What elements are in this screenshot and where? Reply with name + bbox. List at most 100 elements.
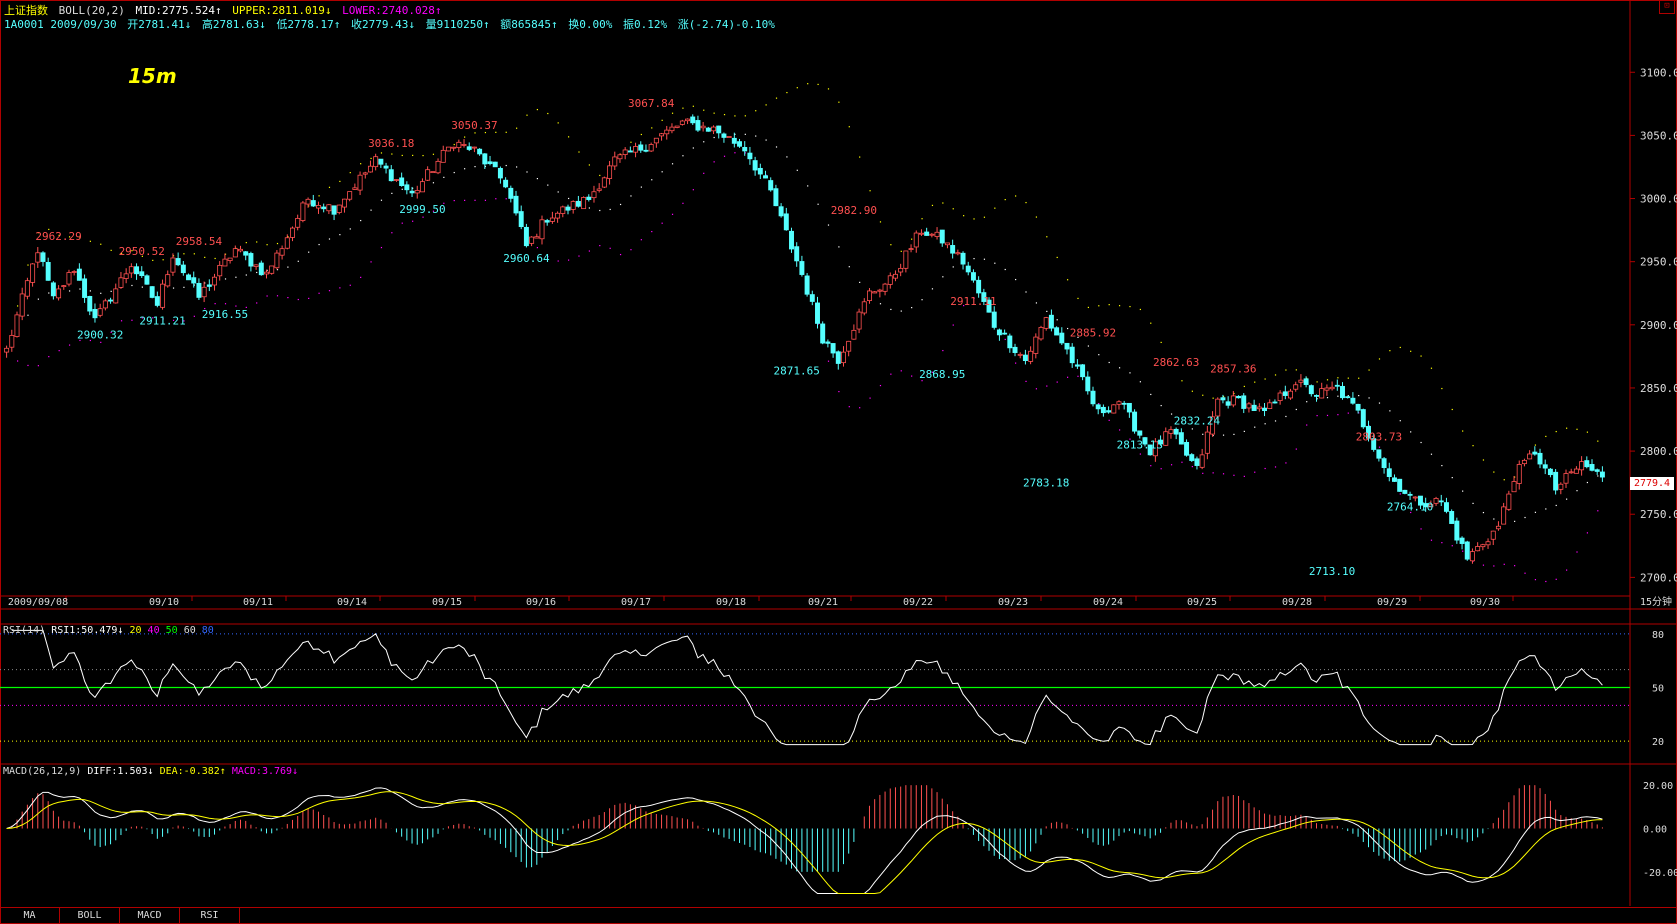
price-tick-label: 2900.0 — [1640, 319, 1677, 332]
boll-mid-band-dot — [536, 178, 539, 180]
boll-lower-band-dot — [245, 306, 247, 309]
candle — [170, 257, 176, 273]
boll-upper-band-dot — [838, 101, 840, 103]
boll-lower-band-dot — [1274, 466, 1277, 468]
boll-lower-band-dot — [547, 256, 549, 258]
date-label: 09/21 — [808, 597, 838, 608]
boll-mid-band-dot — [1160, 404, 1162, 407]
candle — [903, 250, 909, 269]
macd-name: MACD(26,12,9) — [3, 766, 82, 777]
boll-upper-band-dot — [1004, 199, 1006, 201]
candle — [310, 200, 316, 207]
candle — [1173, 428, 1179, 435]
candle — [726, 136, 732, 138]
boll-mid-band-dot — [755, 135, 757, 137]
indicator-tabs: MA BOLL MACD RSI — [0, 907, 1677, 924]
boll-mid-band-dot — [973, 258, 975, 260]
boll-upper-band-dot — [495, 131, 497, 133]
price-extreme-label: 2764.10 — [1387, 500, 1433, 513]
candle — [1116, 401, 1122, 405]
boll-upper-band-dot — [1254, 381, 1256, 383]
boll-upper-band-dot — [1243, 385, 1245, 388]
candle — [534, 236, 540, 239]
candle — [955, 252, 961, 255]
candle — [794, 246, 800, 262]
candle — [1589, 464, 1595, 471]
candle — [1241, 395, 1247, 409]
boll-upper-band-dot — [162, 259, 164, 261]
candle — [555, 212, 561, 219]
candle — [970, 272, 976, 281]
candle — [316, 204, 321, 209]
candle — [1506, 493, 1512, 510]
boll-mid-band-dot — [505, 164, 507, 167]
quote-amount: 额865845↑ — [500, 18, 558, 31]
boll-lower-band-dot — [1566, 569, 1568, 571]
price-tick-label: 2700.0 — [1640, 571, 1677, 584]
boll-lower-band-dot — [474, 199, 476, 201]
candle — [596, 188, 602, 191]
candle — [518, 211, 524, 228]
boll-upper-band-dot — [1347, 377, 1349, 379]
boll-mid-band-dot — [1046, 310, 1048, 313]
candle — [1391, 477, 1397, 482]
candle — [1069, 346, 1075, 364]
candle — [503, 179, 509, 188]
candle — [950, 245, 956, 254]
rsi-value: RSI1:50.479↓ — [51, 625, 124, 636]
candle — [180, 264, 186, 274]
boll-lower-band-dot — [1337, 414, 1339, 416]
candle — [1402, 489, 1408, 494]
boll-lower-band-dot — [1212, 472, 1214, 474]
boll-upper-band-dot — [193, 253, 195, 255]
candle — [716, 125, 722, 134]
boll-mid-band-dot — [1222, 434, 1225, 436]
date-label: 09/17 — [621, 597, 651, 608]
boll-mid-band-dot — [297, 260, 299, 262]
boll-upper-band-dot — [1503, 479, 1505, 481]
boll-upper-band-dot — [547, 112, 549, 115]
boll-upper-band-dot — [276, 242, 279, 245]
boll-upper-band-dot — [308, 205, 310, 207]
boll-mid-band-dot — [360, 219, 362, 222]
boll-upper-band-dot — [526, 114, 528, 116]
boll-upper-band-dot — [16, 305, 19, 307]
boll-mid-band-dot — [141, 286, 143, 288]
candle — [227, 257, 233, 261]
boll-lower-band-dot — [963, 305, 965, 307]
tab-macd[interactable]: MACD — [120, 908, 180, 923]
candle — [1547, 468, 1553, 476]
candle — [196, 282, 202, 298]
candle — [347, 191, 353, 200]
boll-mid-band-dot — [100, 292, 102, 294]
price-tick-label: 2800.0 — [1640, 445, 1677, 458]
candle — [565, 206, 571, 211]
close-icon[interactable]: ⊡ — [1659, 0, 1675, 14]
tab-boll[interactable]: BOLL — [60, 908, 120, 923]
boll-upper-band-dot — [1576, 428, 1578, 430]
price-tick-label: 2850.0 — [1640, 382, 1677, 395]
candle — [1220, 397, 1226, 401]
boll-upper-band-dot — [131, 250, 133, 252]
boll-upper-band-dot — [58, 234, 60, 237]
boll-upper-band-dot — [703, 109, 705, 111]
candle — [1340, 385, 1345, 399]
boll-lower-band-dot — [1534, 579, 1537, 581]
boll-lower-band-dot — [911, 375, 913, 377]
tab-ma[interactable]: MA — [0, 908, 60, 923]
boll-upper-band-dot — [911, 238, 913, 240]
candle — [1568, 471, 1574, 474]
candle — [378, 158, 384, 165]
boll-mid-band-dot — [453, 171, 455, 174]
candle — [1480, 544, 1486, 548]
candle — [451, 146, 457, 149]
boll-mid-band-dot — [567, 197, 570, 200]
candle — [487, 161, 493, 165]
candle — [331, 205, 337, 215]
candle — [1594, 469, 1600, 472]
boll-upper-band-dot — [952, 208, 954, 210]
candle — [887, 275, 893, 285]
boll-lower-band-dot — [536, 247, 539, 249]
tab-rsi[interactable]: RSI — [180, 908, 240, 923]
